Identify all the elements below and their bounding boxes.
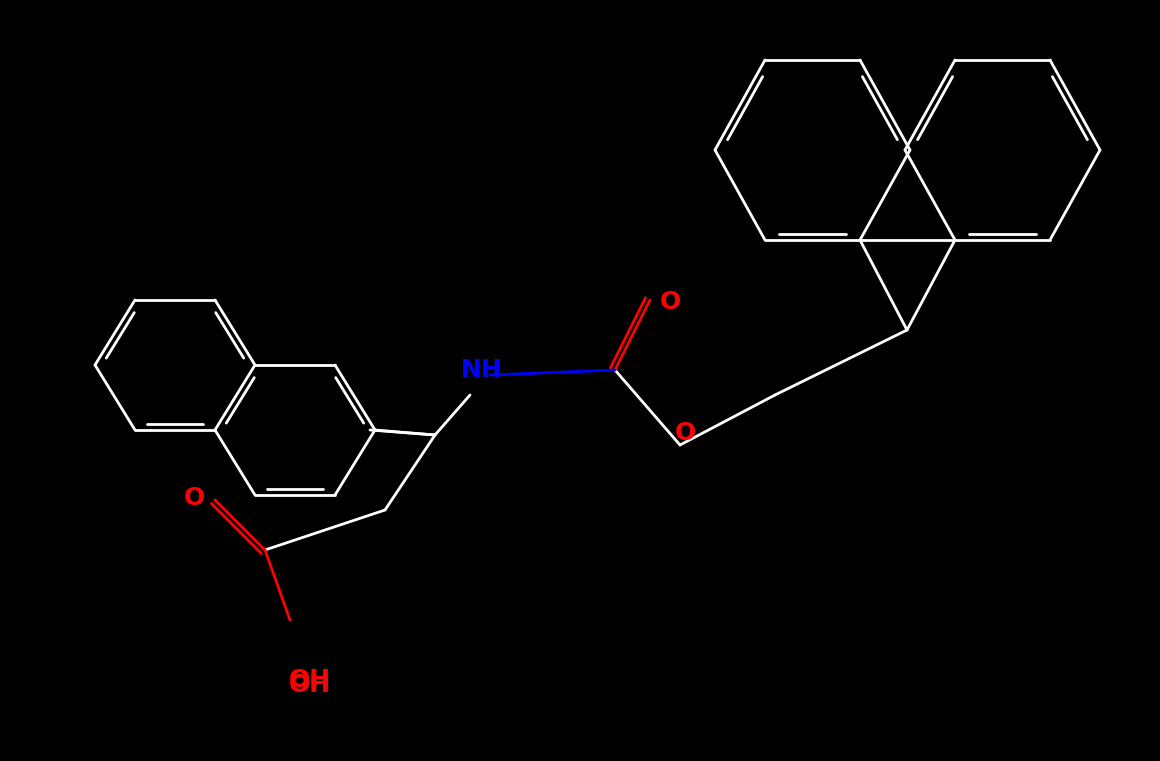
Text: OH: OH [289, 673, 331, 697]
Text: OH: OH [289, 668, 331, 692]
Text: O: O [674, 421, 696, 445]
Text: NH: NH [462, 358, 503, 382]
Text: O: O [660, 290, 681, 314]
Text: O: O [183, 486, 205, 510]
